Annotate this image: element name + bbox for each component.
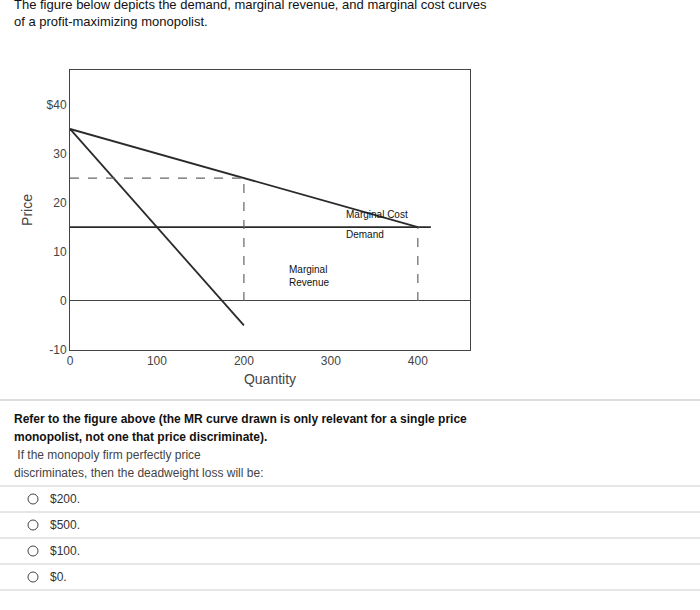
- svg-text:The figure below depicts the d: The figure below depicts the demand, mar…: [14, 0, 487, 29]
- svg-text:30: 30: [53, 147, 67, 161]
- svg-text:300: 300: [321, 354, 341, 368]
- svg-text:$500.: $500.: [50, 518, 80, 532]
- svg-text:If the monopoly firm perfectly: If the monopoly firm perfectly price: [14, 448, 201, 462]
- svg-text:200: 200: [234, 354, 254, 368]
- svg-text:Quantity: Quantity: [244, 371, 296, 387]
- svg-text:20: 20: [53, 196, 67, 210]
- svg-text:monopolist, not one that price: monopolist, not one that price discrimin…: [14, 430, 267, 444]
- svg-text:Price: Price: [19, 194, 35, 226]
- svg-text:400: 400: [408, 354, 428, 368]
- svg-text:100: 100: [147, 354, 167, 368]
- svg-text:$40: $40: [47, 98, 67, 112]
- svg-text:10: 10: [53, 245, 67, 259]
- svg-text:-10: -10: [49, 343, 67, 357]
- svg-text:MarginalRevenue: MarginalRevenue: [289, 264, 329, 288]
- svg-text:$100.: $100.: [50, 544, 80, 558]
- svg-text:discriminates, then the deadwe: discriminates, then the deadweight loss …: [14, 466, 263, 480]
- svg-text:0: 0: [60, 294, 67, 308]
- svg-text:Demand: Demand: [346, 229, 384, 240]
- svg-text:Marginal Cost: Marginal Cost: [346, 209, 408, 220]
- svg-text:$200.: $200.: [50, 492, 80, 506]
- svg-text:0: 0: [67, 354, 74, 368]
- svg-text:Refer to the figure above (the: Refer to the figure above (the MR curve …: [14, 412, 467, 426]
- svg-text:$0.: $0.: [50, 570, 67, 584]
